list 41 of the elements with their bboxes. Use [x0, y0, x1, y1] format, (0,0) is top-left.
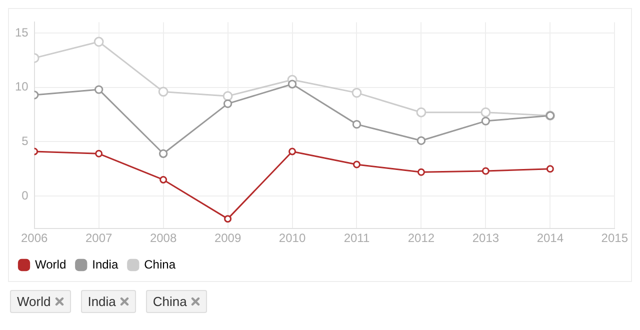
- x-tick-label: 2006: [20, 231, 48, 246]
- point: [417, 168, 425, 176]
- point: [352, 160, 360, 168]
- point: [95, 150, 103, 158]
- x-tick-label: 2011: [344, 231, 370, 246]
- point: [480, 107, 491, 118]
- point: [224, 215, 232, 223]
- y-tick-label: 0: [22, 188, 29, 202]
- point: [94, 36, 104, 47]
- x-tick-label: 2014: [536, 231, 564, 246]
- point: [223, 99, 232, 108]
- y-tick-label: 5: [22, 134, 29, 148]
- y-tick-label: 15: [14, 25, 29, 40]
- x-tick-label: 2007: [85, 231, 112, 246]
- point: [352, 120, 362, 129]
- point: [416, 136, 426, 145]
- legend-label: World: [35, 257, 66, 272]
- x-tick-label: 2009: [214, 231, 242, 246]
- x-tick-label: 2013: [472, 231, 500, 246]
- point: [546, 165, 554, 173]
- legend-label: China: [144, 257, 176, 272]
- point: [481, 116, 490, 126]
- point: [288, 80, 297, 88]
- point: [482, 167, 490, 175]
- point: [94, 85, 104, 94]
- x-tick-label: 2008: [150, 231, 177, 246]
- x-tick-label: 2010: [278, 231, 306, 246]
- point: [222, 91, 233, 102]
- point: [288, 148, 296, 156]
- point: [160, 176, 168, 184]
- filter-tag: World: [10, 290, 71, 313]
- point: [416, 107, 426, 118]
- point: [352, 88, 362, 98]
- y-tick-label: 10: [14, 80, 29, 94]
- x-tick-label: 2015: [601, 231, 628, 246]
- filter-tag: China: [146, 290, 207, 313]
- legend-label: India: [92, 257, 118, 272]
- point: [158, 149, 168, 158]
- point: [158, 86, 168, 97]
- filter-tag: India: [80, 290, 136, 313]
- x-tick-label: 2012: [408, 231, 435, 246]
